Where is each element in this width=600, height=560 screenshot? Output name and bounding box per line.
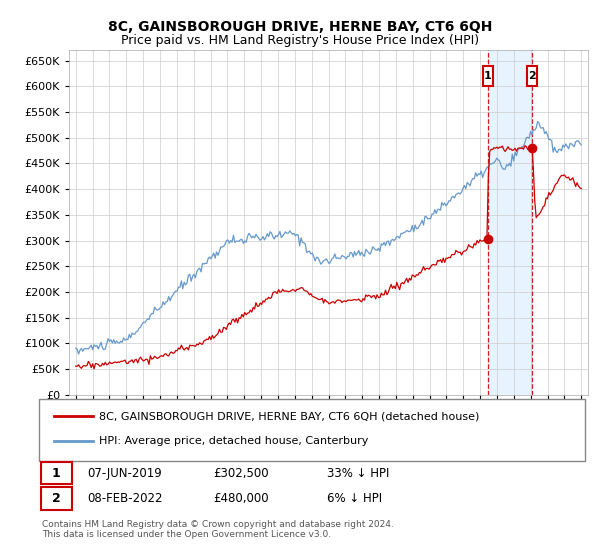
Text: 1: 1 (484, 71, 491, 81)
Text: 08-FEB-2022: 08-FEB-2022 (87, 492, 163, 505)
Text: 1: 1 (52, 466, 61, 480)
Text: £480,000: £480,000 (213, 492, 269, 505)
Text: 8C, GAINSBOROUGH DRIVE, HERNE BAY, CT6 6QH (detached house): 8C, GAINSBOROUGH DRIVE, HERNE BAY, CT6 6… (99, 411, 479, 421)
Text: 6% ↓ HPI: 6% ↓ HPI (327, 492, 382, 505)
Text: Price paid vs. HM Land Registry's House Price Index (HPI): Price paid vs. HM Land Registry's House … (121, 34, 479, 46)
Text: 2: 2 (52, 492, 61, 505)
FancyBboxPatch shape (482, 66, 493, 86)
Text: 07-JUN-2019: 07-JUN-2019 (87, 466, 162, 480)
Text: 2: 2 (529, 71, 536, 81)
Text: £302,500: £302,500 (213, 466, 269, 480)
Text: Contains HM Land Registry data © Crown copyright and database right 2024.
This d: Contains HM Land Registry data © Crown c… (42, 520, 394, 539)
Bar (488, 50, 532, 395)
Text: 33% ↓ HPI: 33% ↓ HPI (327, 466, 389, 480)
Text: 8C, GAINSBOROUGH DRIVE, HERNE BAY, CT6 6QH: 8C, GAINSBOROUGH DRIVE, HERNE BAY, CT6 6… (108, 20, 492, 34)
Text: HPI: Average price, detached house, Canterbury: HPI: Average price, detached house, Cant… (99, 436, 368, 446)
FancyBboxPatch shape (527, 66, 538, 86)
